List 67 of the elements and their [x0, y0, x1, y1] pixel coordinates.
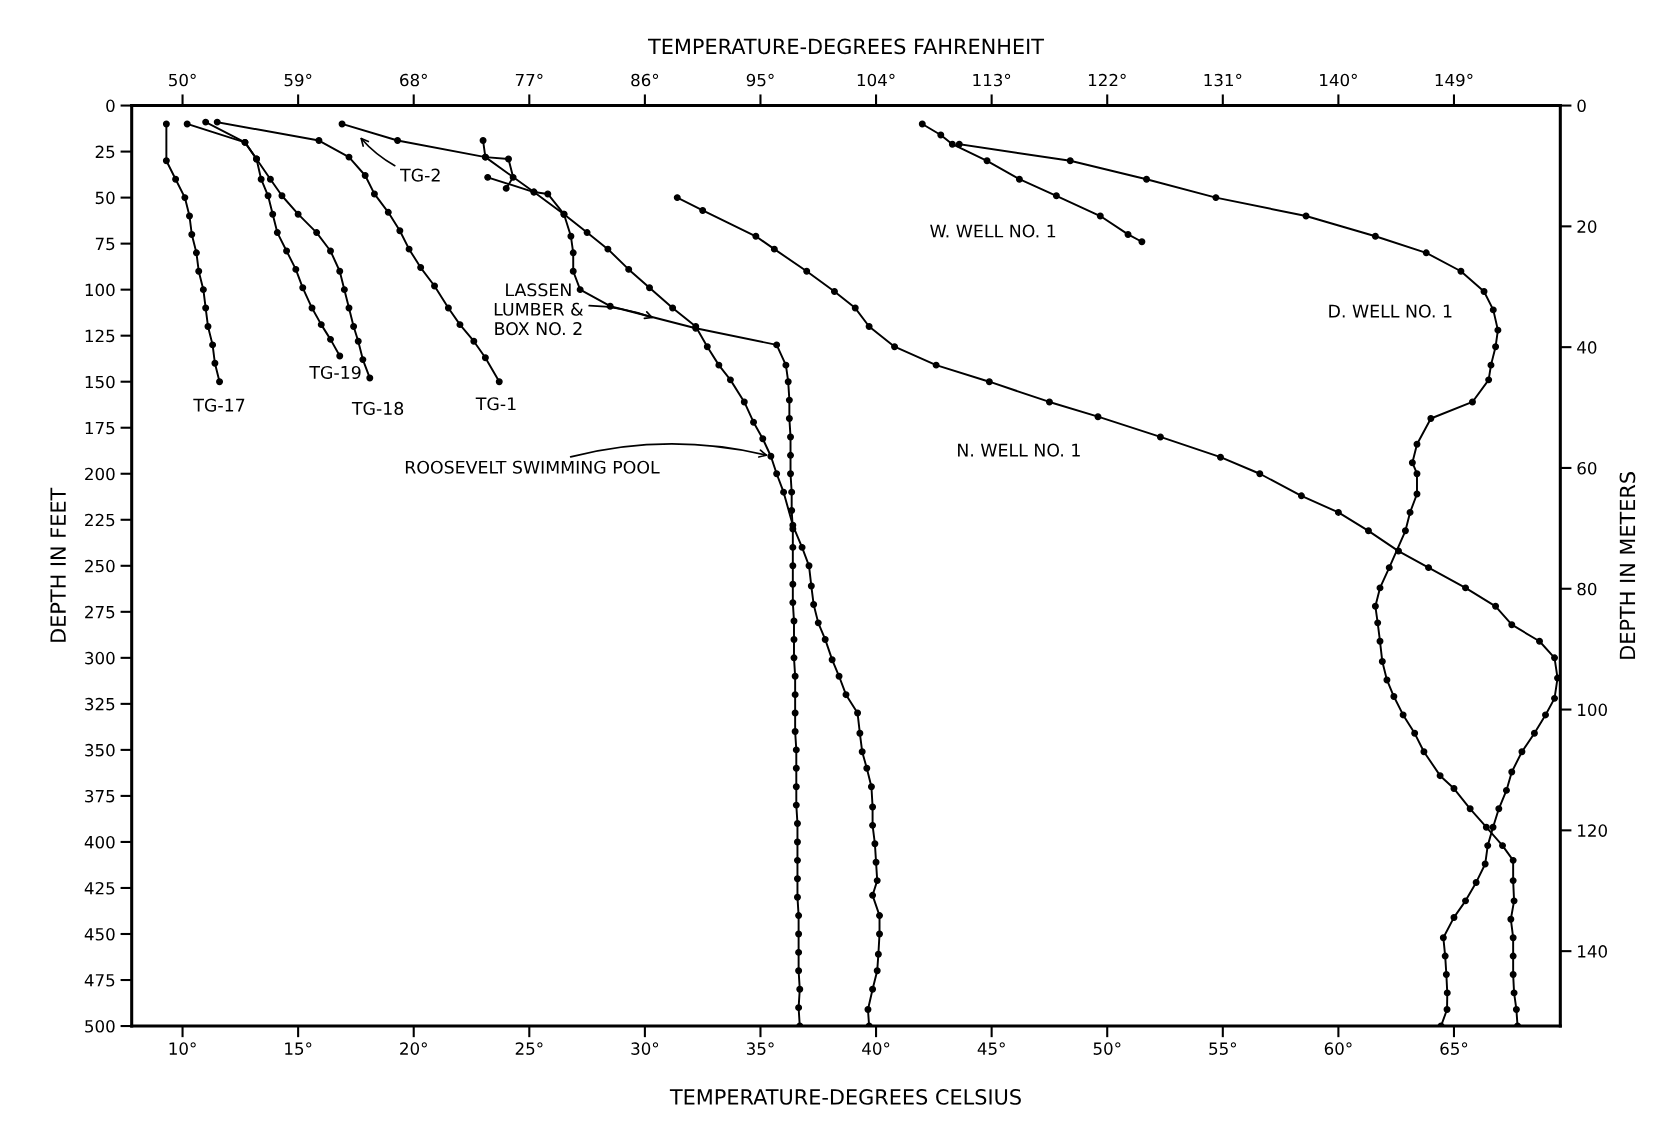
annotation: N. WELL NO. 1: [958, 443, 1080, 457]
y-tick-label: 200: [85, 467, 115, 481]
x2-tick-label: 50°: [169, 73, 196, 87]
x-tick-label: 10°: [169, 1042, 196, 1055]
annotation: TG-17: [193, 398, 245, 412]
x-tick-label: 15°: [285, 1042, 312, 1055]
y2-tick-label: 60: [1577, 461, 1597, 475]
y2-tick-label: 80: [1577, 582, 1597, 596]
x2-tick-label: 113°: [973, 73, 1011, 87]
x-tick-label: 30°: [631, 1042, 659, 1055]
x-tick-label: 20°: [400, 1042, 427, 1055]
x-axis-title: TEMPERATURE-DEGREES CELSIUS: [669, 1089, 1021, 1105]
y-axis-title: DEPTH IN FEET: [50, 487, 66, 642]
y-tick-label: 75: [95, 237, 115, 251]
x-tick-label: 40°: [862, 1042, 890, 1055]
y-tick-label: 475: [84, 974, 115, 987]
y-tick-label: 50: [95, 191, 115, 205]
x2-tick-label: 104°: [857, 73, 895, 87]
y-tick-label: 450: [84, 927, 115, 941]
x2-tick-label: 86°: [631, 73, 659, 87]
y-tick-label: 100: [85, 283, 115, 297]
y2-tick-label: 120: [1578, 824, 1607, 837]
y-tick-label: 350: [85, 743, 115, 757]
y2-tick-label: 100: [1578, 703, 1607, 717]
x-tick-label: 25°: [515, 1042, 543, 1055]
annotation: TG-18: [351, 401, 404, 415]
y-tick-label: 375: [85, 789, 115, 803]
y-tick-label: 0: [106, 99, 115, 113]
x-tick-label: 35°: [746, 1042, 774, 1055]
y2-tick-label: 140: [1578, 945, 1607, 958]
x2-tick-label: 122°: [1088, 73, 1126, 87]
annotation: TG-1: [475, 397, 516, 411]
y-tick-label: 225: [85, 513, 115, 527]
annotation: W. WELL NO. 1: [930, 224, 1056, 238]
x2-tick-label: 68°: [400, 73, 427, 87]
y-tick-label: 150: [85, 375, 115, 389]
x2-tick-label: 77°: [515, 73, 543, 87]
x-tick-label: 60°: [1324, 1042, 1352, 1055]
x2-tick-label: 59°: [284, 73, 312, 87]
annotation: ROOSEVELT SWIMMING POOL: [405, 460, 660, 474]
x-tick-label: 45°: [977, 1042, 1005, 1055]
x-tick-label: 65°: [1440, 1042, 1468, 1055]
y-tick-label: 500: [85, 1020, 115, 1033]
y-tick-label: 325: [85, 697, 115, 711]
x2-tick-label: 149°: [1435, 73, 1473, 87]
x2-axis-title: TEMPERATURE-DEGREES FAHRENHEIT: [647, 38, 1045, 55]
y-tick-label: 400: [84, 835, 115, 849]
y-tick-label: 250: [85, 559, 115, 573]
y-tick-label: 125: [85, 329, 115, 343]
x2-tick-label: 95°: [746, 73, 774, 87]
annotation: TG-2: [400, 168, 440, 182]
y-tick-label: 275: [85, 605, 115, 619]
y2-tick-label: 20: [1577, 220, 1597, 233]
annotation: TG-19: [309, 365, 361, 380]
x-tick-label: 55°: [1209, 1042, 1236, 1055]
y-tick-label: 300: [85, 651, 115, 665]
y-tick-label: 175: [85, 421, 115, 435]
y2-tick-label: 40: [1577, 341, 1597, 354]
y-tick-label: 25: [95, 145, 115, 159]
y2-tick-label: 0: [1577, 99, 1586, 113]
x2-tick-label: 140°: [1320, 73, 1357, 87]
x2-tick-label: 131°: [1204, 73, 1242, 87]
annotation: LASSEN LUMBER & BOX NO. 2: [494, 283, 584, 336]
y2-axis-title: DEPTH IN METERS: [1619, 472, 1636, 659]
annotation: D. WELL NO. 1: [1329, 304, 1452, 318]
x-tick-label: 50°: [1093, 1042, 1121, 1055]
y-tick-label: 425: [84, 881, 115, 895]
